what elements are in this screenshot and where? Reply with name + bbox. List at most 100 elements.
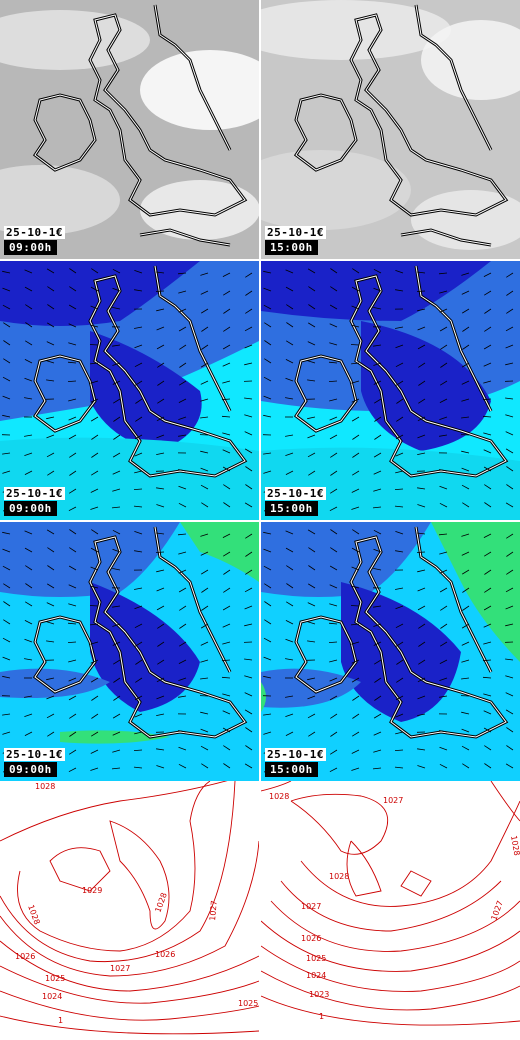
wind-arrow [69,547,77,553]
wind-arrow [24,530,33,535]
isobar-label: 1025 [45,974,65,983]
panel-date: 25-10-1€ [4,748,65,761]
wind-arrow [438,272,448,275]
wind-arrow [244,763,253,769]
wind-arrow [90,470,99,476]
wind-arrow [156,271,165,274]
wind-arrow [285,530,294,535]
cloud-map-1500: 25-10-1€ 15:00h [261,0,520,259]
panel-date: 25-10-1€ [4,487,65,500]
panel-time: 09:00h [4,240,57,255]
wind-arrow [373,605,382,608]
wind-arrow [135,416,143,422]
wind-arrow [307,341,316,346]
wind-arrow [483,344,492,350]
wind-arrow [200,711,209,715]
wind-arrow [373,307,382,310]
wind-arrow [68,506,77,512]
wind-arrow [461,569,470,575]
wind-arrow [68,323,77,328]
wind-arrow [506,484,514,490]
wind-arrow [67,361,77,364]
wind-arrow [67,380,77,382]
wind-arrow [113,677,121,683]
wind-arrow [351,641,360,645]
wind-arrow [245,466,253,472]
wind-arrow [178,380,187,386]
wind-arrow [505,502,514,508]
wind-arrow [417,677,426,683]
wind-arrow [394,505,404,508]
wind-arrow [178,290,187,294]
panel-time: 15:00h [265,240,318,255]
wind-arrow [506,745,514,751]
wind-arrow [68,603,77,607]
wind-arrow [90,767,99,771]
wind-arrow [395,587,404,590]
wind-arrow [329,342,338,346]
wind-arrow [395,550,404,553]
wind-arrow [417,587,426,592]
wind-arrow [308,565,316,571]
wind-arrow [222,533,231,538]
wind-arrow [134,362,143,368]
wind-arrow [307,416,316,420]
wind-arrow [285,731,294,736]
wind-arrow [351,566,360,571]
wind-arrow [351,767,360,771]
wind-arrow [439,695,448,698]
wind-arrow [484,484,492,490]
wind-arrow [112,470,121,475]
wind-arrow [285,340,294,346]
wind-arrow [25,583,33,589]
wind-arrow [483,727,492,733]
wind-arrow [179,344,187,350]
wind-arrow [482,398,492,401]
wind-arrow [133,505,143,508]
wind-arrow [373,380,382,385]
wind-arrow [178,502,187,508]
wind-arrow [505,448,514,454]
wind-arrow [461,484,470,490]
wind-arrow [307,434,316,439]
wind-arrow [461,677,470,680]
wind-arrow [307,268,316,274]
wind-arrow [91,713,99,719]
wind-arrow [24,638,33,643]
wind-arrow [505,763,514,769]
wind-arrow [482,676,492,679]
wind-arrow [439,677,448,681]
wind-arrow [157,398,165,404]
wind-arrow [439,469,448,472]
wind-arrow [112,641,121,646]
wind-arrow [200,659,209,663]
isobar-label: 1028 [35,782,55,791]
wind-arrow [483,449,492,454]
wind-arrow [46,416,55,420]
wind-arrow [417,434,426,439]
wind-arrow [134,713,143,718]
wind-arrow [24,713,33,717]
wind-arrow [46,713,55,719]
wind-arrow [395,362,404,368]
isobar-label: 1 [58,1016,63,1025]
wind-arrow [439,502,448,508]
wind-arrow [483,272,492,277]
wind-arrow [418,362,426,368]
isobar-label: 1 [319,1012,324,1021]
wind-arrow [200,272,209,276]
isobar-label: 1026 [15,952,35,961]
wind-arrow [244,414,253,418]
wind-arrow [462,763,470,769]
wind-arrow [200,484,209,490]
wind-arrow [505,344,514,349]
wind-arrow [417,308,426,312]
wind-arrow [200,533,209,537]
wind-arrow [245,745,253,751]
panel-time: 09:00h [4,762,57,777]
wind-arrow [244,362,253,366]
wind-arrow [134,380,143,386]
wind-arrow [3,583,11,589]
wind-arrow [351,749,360,754]
wind-arrow [113,695,121,701]
